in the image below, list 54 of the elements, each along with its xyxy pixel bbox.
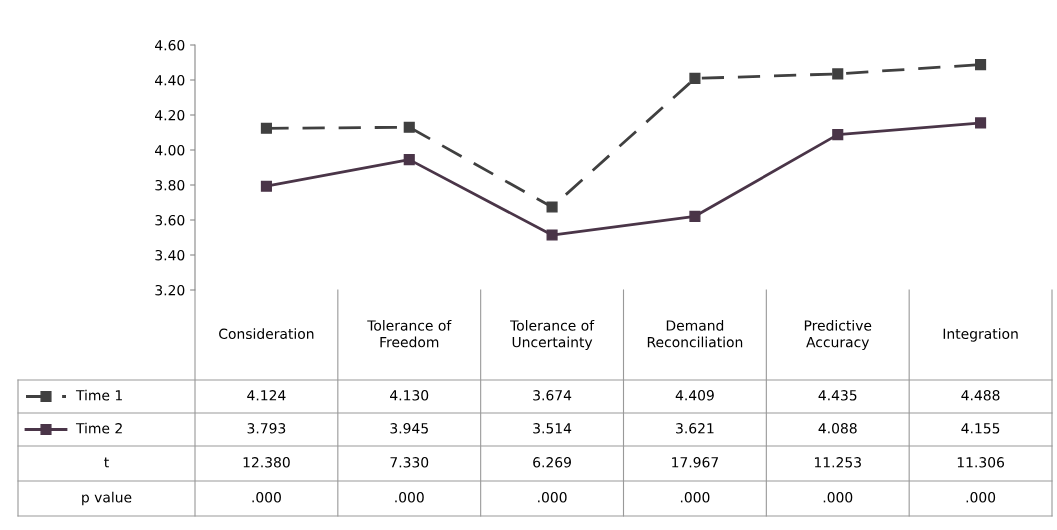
point [832, 68, 844, 80]
point [403, 154, 415, 166]
point [260, 122, 272, 134]
data-label: 3.793 [247, 423, 286, 434]
x-tick-label: Tolerance of Uncertainty [510, 319, 595, 351]
data-label: 4.130 [390, 390, 429, 401]
y-tick-label: 4.60 [155, 39, 185, 51]
text: 11.253 [814, 457, 861, 468]
y-tick-label: 4.20 [155, 109, 185, 121]
text: 11.306 [957, 457, 1005, 468]
data-label: 4.435 [818, 390, 857, 401]
text: .000 [966, 492, 996, 503]
text: .000 [538, 492, 567, 503]
data-label: 4.488 [961, 390, 1000, 401]
text: 7.330 [390, 457, 429, 468]
x-tick-label: Integration [943, 328, 1018, 342]
point [546, 229, 558, 241]
x-tick-label: Predictive Accuracy [804, 319, 872, 351]
data-label: 3.621 [676, 423, 714, 434]
point [689, 210, 701, 222]
text: p value [82, 491, 132, 506]
y-tick-label: 3.20 [155, 284, 185, 296]
data-label: 4.088 [818, 423, 857, 434]
x-tick-label: Demand Reconciliation [647, 319, 743, 348]
data-label: 3.514 [533, 423, 572, 434]
text: .000 [395, 492, 424, 503]
y-tick-label: 3.60 [155, 214, 185, 226]
legend-label: Time 2 [75, 422, 122, 434]
point [546, 201, 558, 213]
data-label: 3.674 [533, 390, 572, 401]
text: 17.967 [672, 457, 719, 468]
y-tick-label: 3.80 [155, 179, 185, 191]
point [403, 121, 415, 133]
point [689, 72, 701, 84]
y-tick-label: 4.40 [155, 74, 185, 86]
legend-label: Time 1 [75, 389, 122, 401]
point [832, 129, 844, 141]
data-label: 4.409 [675, 390, 714, 401]
point [975, 59, 987, 71]
point [260, 180, 272, 192]
data-label: 3.945 [390, 423, 428, 434]
text: t [104, 457, 109, 468]
y-tick-label: 3.40 [155, 249, 185, 261]
text: .000 [823, 492, 853, 503]
text: 6.269 [533, 457, 571, 468]
text: .000 [252, 492, 281, 503]
point [975, 117, 987, 129]
x-tick-label: Tolerance of Freedom [367, 319, 452, 348]
y-tick-label: 4.00 [155, 144, 185, 156]
x-tick-label: Consideration [219, 328, 314, 340]
text: 12.380 [243, 457, 290, 468]
text: .000 [680, 492, 710, 503]
data-label: 4.124 [247, 390, 286, 401]
data-label: 4.155 [961, 423, 1000, 434]
